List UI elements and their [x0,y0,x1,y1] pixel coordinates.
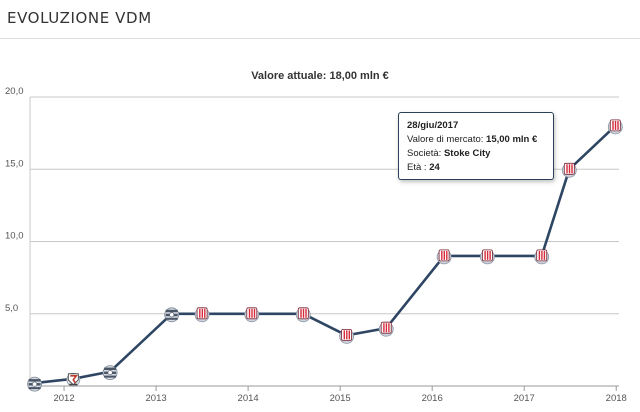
tooltip-date: 28/giu/2017 [407,120,459,131]
data-point[interactable] [244,307,260,323]
tooltip-market-value-label: Valore di mercato: [407,134,484,145]
y-tick-label: 20,0 [5,86,24,97]
tooltip-age-label: Età : [407,162,427,173]
chart-subtitle: Valore attuale: 18,00 mln € [251,70,389,82]
data-point[interactable] [27,376,42,392]
birmingham-band [165,317,178,320]
data-point[interactable] [164,307,180,323]
stoke-stripe [388,323,390,333]
tooltip-age: 24 [429,162,440,173]
stoke-stripe [543,250,546,260]
stoke-stripe [346,330,348,340]
data-point[interactable] [561,162,577,178]
data-point[interactable] [378,321,394,337]
y-tick-label: 5,0 [5,303,18,314]
data-point[interactable] [339,328,355,344]
tooltip-market-value: 15,00 mln € [486,134,538,145]
data-point[interactable] [436,249,452,265]
stoke-stripe [489,250,491,260]
stoke-stripe [568,164,571,174]
stoke-stripe [541,250,543,260]
stoke-stripe [612,120,614,130]
stoke-stripe [614,120,617,130]
stoke-stripe [248,308,251,318]
y-tick-label: 15,0 [5,158,24,169]
stoke-stripe [302,308,305,318]
x-tick-label: 2012 [53,393,74,404]
stoke-stripe [201,308,203,318]
stoke-stripe [204,308,206,318]
data-point-tooltip: 28/giu/2017 Valore di mercato: 15,00 mln… [398,112,554,180]
stoke-stripe [385,323,388,333]
stoke-stripe [443,250,445,260]
stoke-stripe [300,308,302,318]
data-point[interactable] [295,307,311,323]
x-tick-label: 2015 [330,393,351,404]
stoke-stripe [486,250,489,260]
series-line [34,124,617,385]
x-tick-label: 2017 [514,393,535,404]
stoke-stripe [441,250,443,260]
stoke-stripe [571,164,573,174]
birmingham-band [28,379,41,382]
x-tick-label: 2014 [238,393,259,404]
stoke-stripe [538,250,541,260]
stoke-stripe [199,308,201,318]
birmingham-globe [107,370,113,376]
x-tick-label: 2016 [422,393,443,404]
stoke-stripe [446,250,448,260]
page-title: EVOLUZIONE VDM [7,9,152,27]
stoke-stripe [343,330,345,340]
x-tick-label: 2018 [606,393,627,404]
data-point[interactable] [607,119,623,135]
stoke-stripe [305,308,307,318]
chart-points[interactable] [27,119,623,392]
data-point[interactable] [194,307,210,323]
data-point[interactable] [66,372,81,387]
blackpool-base [69,383,78,386]
stoke-stripe [383,323,385,333]
stoke-stripe [348,330,350,340]
data-point[interactable] [534,249,550,265]
x-axis: 2012 2013 2014 2015 2016 2017 2018 [53,386,627,404]
page-header: EVOLUZIONE VDM [0,0,640,39]
stoke-stripe [251,308,253,318]
birmingham-band [165,309,178,313]
y-axis: 5,0 10,0 15,0 20,0 [5,86,24,314]
birmingham-band [28,387,41,390]
chart-series [34,124,617,385]
data-point[interactable] [479,249,495,265]
birmingham-band [104,375,117,378]
data-point[interactable] [102,365,118,381]
stoke-stripe [566,164,568,174]
tooltip-club-label: Società: [407,148,442,159]
stoke-stripe [617,120,619,130]
stoke-stripe [253,308,256,318]
y-tick-label: 10,0 [5,231,24,242]
blackpool-mark [70,374,78,384]
birmingham-band [104,367,117,370]
x-tick-label: 2013 [146,393,167,404]
birmingham-globe [169,312,175,318]
birmingham-globe [32,381,38,387]
stoke-stripe [484,250,486,260]
tooltip-club: Stoke City [443,148,491,159]
